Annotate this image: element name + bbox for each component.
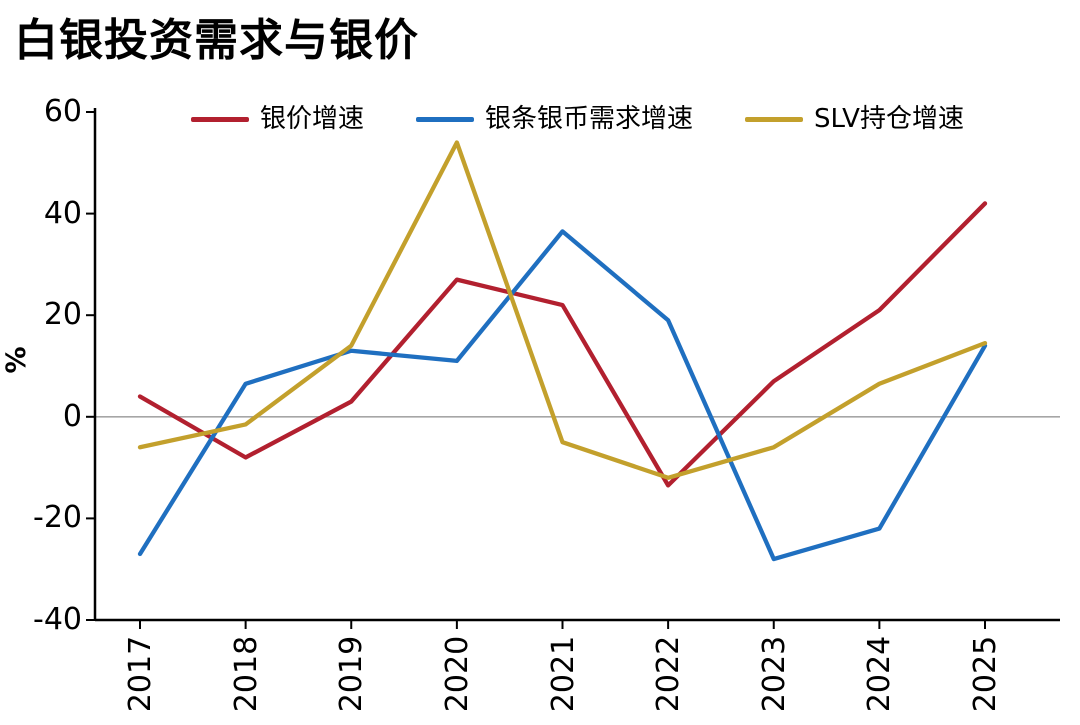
x-tick-label: 2018 [228, 635, 264, 713]
page-title: 白银投资需求与银价 [14, 15, 419, 66]
x-tick-label: 2017 [122, 635, 158, 713]
y-tick-label: 60 [43, 94, 82, 129]
legend-label: 银条银币需求增速 [485, 104, 694, 134]
y-tick-label: 20 [43, 297, 82, 333]
series-line-0 [137, 201, 988, 488]
y-tick-label: -20 [33, 500, 82, 536]
legend-item-slv-holdings: SLV持仓增速 [745, 104, 964, 134]
legend-item-bar-coin-demand: 银条银币需求增速 [416, 104, 693, 134]
x-tick-label: 2022 [650, 635, 686, 713]
legend-line-swatch-gold [745, 116, 804, 122]
x-tick-label: 2024 [861, 635, 897, 713]
series-line-2 [137, 140, 988, 480]
y-tick-label: 0 [62, 398, 82, 434]
legend-item-silver-price: 银价增速 [191, 104, 364, 134]
legend: 银价增速 银条银币需求增速 SLV持仓增速 [95, 104, 1060, 134]
series-line-1 [137, 229, 988, 562]
legend-line-swatch-blue [416, 116, 475, 122]
x-tick-label: 2019 [333, 635, 369, 713]
legend-line-swatch-red [191, 116, 250, 122]
legend-label: SLV持仓增速 [814, 104, 964, 134]
y-tick-label: 40 [43, 195, 82, 231]
x-tick-label: 2023 [756, 635, 792, 713]
legend-label: 银价增速 [260, 104, 365, 134]
x-tick-label: 2020 [439, 635, 475, 713]
y-tick-label: -40 [33, 602, 82, 637]
x-tick-label: 2025 [967, 635, 1003, 713]
x-tick-label: 2021 [545, 635, 580, 713]
